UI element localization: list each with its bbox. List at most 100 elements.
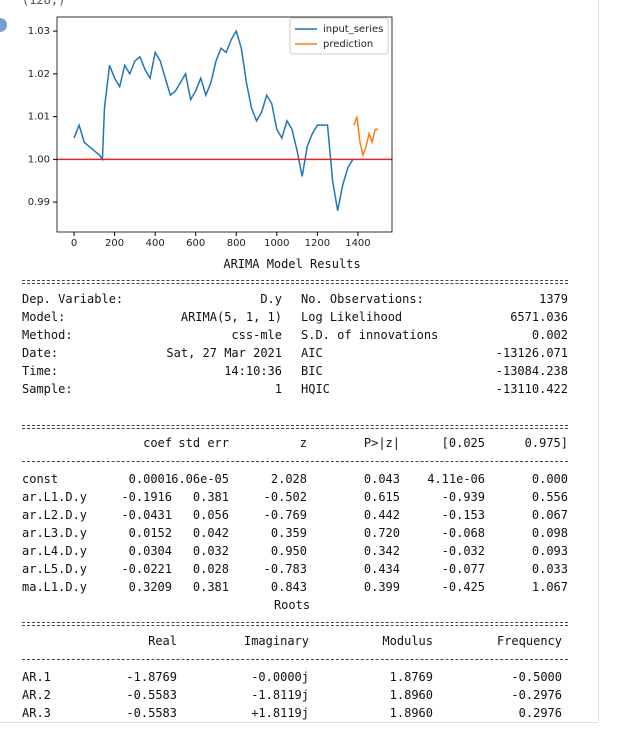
row-label: ar.L4.D.y [22,544,88,558]
column-header: std err [178,436,229,450]
info-label: Model: [22,310,66,324]
summary-title: ARIMA Model Results [223,257,361,271]
cell: -0.939 [441,490,485,504]
cell: -0.032 [441,544,485,558]
info-label: Time: [22,364,59,378]
cell: -0.5583 [126,706,177,720]
legend-box [289,17,389,55]
cell: 1.067 [531,580,568,594]
cell: 0.2976 [518,706,562,720]
y-tick-label: 1.02 [28,69,50,80]
cell: -0.5583 [126,688,177,702]
row-label: ar.L3.D.y [22,526,88,540]
info-value: 0.002 [531,328,568,342]
cell: 0.381 [192,490,229,504]
info-value: ARIMA(5, 1, 1) [180,310,282,324]
x-tick-label: 1000 [264,238,289,249]
column-header: Modulus [382,634,433,648]
separator [22,659,568,660]
column-header: Real [148,634,177,648]
legend-label: input_series [323,24,383,35]
column-header: 0.975] [524,436,568,450]
x-tick-label: 800 [227,238,246,249]
cell: 0.067 [531,508,568,522]
row-label: const [22,472,59,486]
info-value: D.y [260,292,282,306]
info-value: 14:10:36 [224,364,282,378]
cell: -0.5000 [511,670,562,684]
cell: -0.0000j [251,670,309,684]
column-header: Imaginary [243,634,309,648]
cell: 0.434 [363,562,400,576]
column-header: [0.025 [441,436,485,450]
info-label: Date: [22,346,59,360]
column-header: Frequency [496,634,562,648]
output-text: (128,) [22,0,66,7]
cell: -1.8119j [251,688,309,702]
info-value: 6571.036 [510,310,568,324]
row-label: ar.L1.D.y [22,490,88,504]
cell: -0.0431 [121,508,172,522]
x-tick-label: 1200 [305,238,330,249]
cell: 0.0152 [128,526,172,540]
row-label: AR.1 [22,670,51,684]
cell: 4.11e-06 [427,472,485,486]
info-value: Sat, 27 Mar 2021 [166,346,282,360]
y-tick-label: 0.99 [28,197,50,208]
cell: 0.0304 [128,544,172,558]
info-label: AIC [301,346,323,360]
cell: 0.342 [363,544,400,558]
separator [22,280,568,284]
cell: 0.615 [363,490,400,504]
cell: 1.8960 [389,688,433,702]
info-label: Log Likelihood [301,310,403,324]
info-value: -13110.422 [495,382,568,396]
info-label: No. Observations: [301,292,424,306]
cell: -0.783 [263,562,307,576]
info-label: HQIC [301,382,330,396]
section-title: Roots [273,598,311,612]
x-tick-label: 1400 [345,238,370,249]
cell: +1.8119j [251,706,309,720]
x-tick-label: 200 [105,238,124,249]
info-value: -13084.238 [495,364,568,378]
cell: 0.093 [531,544,568,558]
separator [22,461,568,462]
info-value: css-mle [231,328,282,342]
chart: 0 200 400 600 800 1000 1200 1400 0.99 1.00 1.01 1.0… [28,16,393,249]
cell: -0.077 [441,562,485,576]
x-tick-label: 600 [186,238,205,249]
column-header: z [299,436,307,450]
row-label: ma.L1.D.y [22,580,88,594]
row-label: ar.L5.D.y [22,562,88,576]
cell: 0.399 [363,580,400,594]
info-value: 1 [274,382,282,396]
cell: 0.042 [192,526,229,540]
cell: 0.843 [270,580,307,594]
legend-label: prediction [323,39,373,50]
info-label: S.D. of innovations [301,328,439,342]
column-header: P>|z| [363,436,400,450]
cell: 0.442 [363,508,400,522]
cell: 1.8769 [389,670,433,684]
info-label: Dep. Variable: [22,292,124,306]
row-label: ar.L2.D.y [22,508,88,522]
separator [22,425,568,429]
cell: -0.2976 [511,688,562,702]
cell: 0.3209 [128,580,172,594]
info-label: Sample: [22,382,73,396]
info-label: Method: [22,328,73,342]
cell: 0.028 [192,562,229,576]
cell-indicator [0,18,7,32]
cell: 0.0001 [128,472,172,486]
info-label: BIC [301,364,323,378]
y-tick-label: 1.00 [28,154,50,165]
series-line [353,116,379,158]
cell: 0.032 [192,544,229,558]
cell: 0.381 [192,580,229,594]
cell: 0.056 [192,508,229,522]
plot-frame [56,16,393,233]
cell-border [0,722,598,723]
cell: -0.068 [441,526,485,540]
